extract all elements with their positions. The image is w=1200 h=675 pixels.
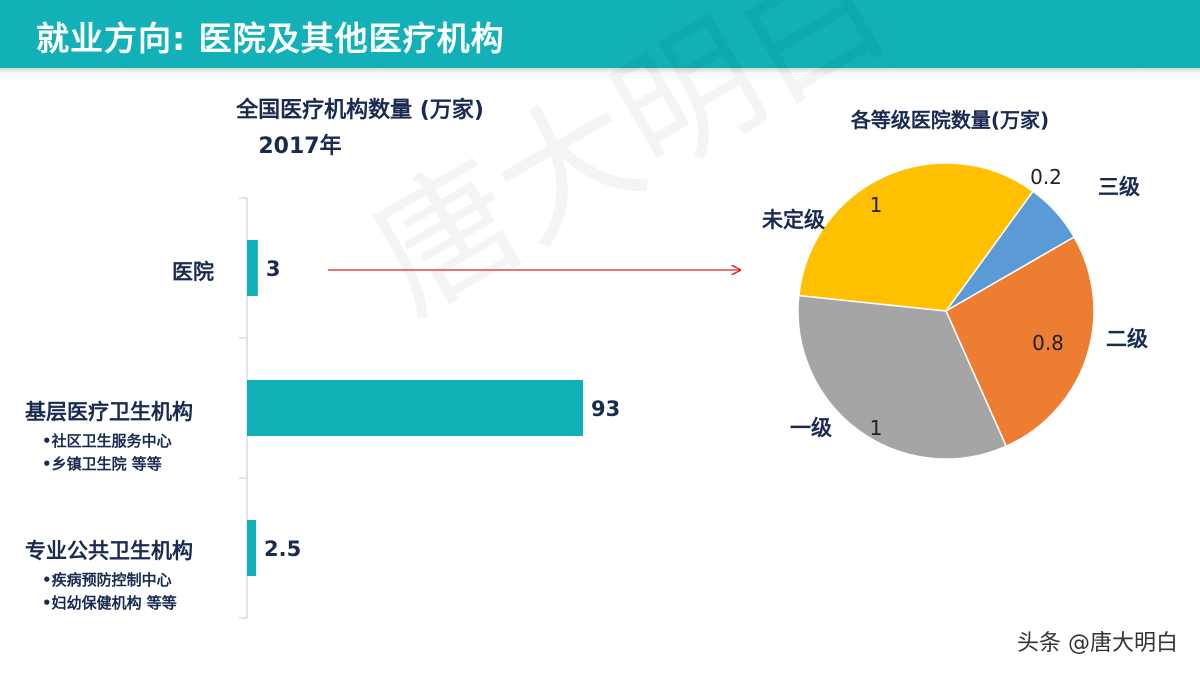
category-label-primary-care: 基层医疗卫生机构 (25, 400, 193, 424)
header-shadow (0, 68, 1200, 74)
pie-slice-3 (797, 162, 1035, 312)
pie-value-label-2: 1 (870, 416, 883, 440)
page-title: 就业方向: 医院及其他医疗机构 (36, 19, 505, 58)
header-bar: 就业方向: 医院及其他医疗机构 (0, 0, 1200, 68)
footer-credit: 头条 @唐大明白 (1017, 631, 1178, 656)
bar-2 (247, 520, 257, 576)
pie-category-label-1: 二级 (1106, 327, 1148, 351)
category-sub-community-center: •社区卫生服务中心 (42, 432, 172, 450)
bar-value-label-2: 2.5 (264, 537, 301, 561)
pie-value-label-1: 0.8 (1032, 331, 1064, 355)
bar-1 (247, 380, 583, 436)
pie-chart: 0.2 三级 0.8 二级 1 一级 1 未定级 (762, 162, 1148, 460)
bar-chart: 3 93 2.5 (247, 240, 620, 576)
bar-0 (247, 240, 258, 296)
pie-chart-title: 各等级医院数量(万家) (850, 108, 1050, 132)
pie-category-label-3: 未定级 (762, 208, 825, 232)
category-sub-township-hospital: •乡镇卫生院 等等 (42, 455, 162, 473)
category-sub-cdc: •疾病预防控制中心 (42, 571, 172, 589)
bar-chart-subtitle: 2017年 (258, 134, 342, 159)
category-label-public-health: 专业公共卫生机构 (25, 539, 193, 563)
pie-value-label-0: 0.2 (1030, 165, 1062, 189)
pie-category-label-2: 一级 (790, 416, 832, 440)
pie-slice-2 (797, 294, 1008, 460)
bar-chart-title: 全国医疗机构数量 (万家) (236, 98, 484, 123)
category-label-hospital: 医院 (172, 260, 214, 284)
bar-chart-axis (239, 197, 248, 619)
category-sub-maternal-child: •妇幼保健机构 等等 (42, 594, 177, 612)
pie-category-label-0: 三级 (1098, 175, 1140, 199)
bar-value-label-0: 3 (266, 257, 281, 281)
bar-value-label-1: 93 (591, 397, 620, 421)
pie-value-label-3: 1 (870, 193, 883, 217)
